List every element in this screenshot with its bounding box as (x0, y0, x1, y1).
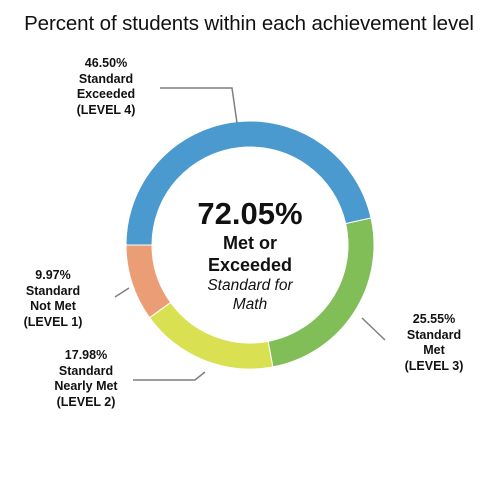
segment-name-line-1: Standard (25, 283, 81, 298)
center-line-2: Exceeded (207, 255, 293, 275)
segment-label-level-2: 17.98% Standard Nearly Met (LEVEL 2) (36, 348, 136, 410)
segment-label-level-3: 25.55% Standard Met (LEVEL 3) (388, 312, 480, 374)
segment-name-line-1: Standard (78, 71, 134, 86)
center-line-3: Standard for (207, 277, 293, 294)
donut-segment-level-4 (125, 120, 372, 246)
center-value: 72.05% (197, 196, 303, 231)
segment-label-level-1: 9.97% Standard Not Met (LEVEL 1) (10, 268, 96, 330)
chart-title: Percent of students within each achievem… (24, 12, 474, 35)
segment-name-line-3: (LEVEL 1) (23, 314, 83, 329)
leader-line-level-2 (133, 371, 206, 381)
center-line-1: Met or (223, 233, 277, 253)
segment-name-line-2: Nearly Met (54, 379, 118, 393)
segment-value-level-1: 9.97% (35, 268, 71, 282)
segment-value-level-2: 17.98% (64, 348, 108, 362)
leader-line-level-1 (114, 287, 130, 298)
segment-name-line-3: (LEVEL 2) (56, 394, 116, 409)
leader-line-level-4 (160, 87, 238, 124)
center-line-4: Math (232, 296, 268, 313)
segment-name-line-1: Standard (58, 363, 114, 378)
segment-name-line-2: Met (423, 343, 445, 357)
donut-center-text: 72.05% Met or Exceeded Standard for Math (150, 196, 350, 314)
segment-name-line-2: Not Met (30, 299, 76, 313)
segment-name-line-3: (LEVEL 4) (76, 102, 136, 117)
leader-line-level-3 (361, 317, 386, 341)
segment-name-line-3: (LEVEL 3) (404, 358, 464, 373)
donut-segment-level-1 (125, 244, 172, 319)
segment-value-level-4: 46.50% (84, 56, 128, 70)
segment-name-line-2: Exceeded (76, 87, 136, 101)
segment-name-line-1: Standard (406, 327, 462, 342)
segment-label-level-4: 46.50% Standard Exceeded (LEVEL 4) (56, 56, 156, 118)
segment-value-level-3: 25.55% (412, 312, 456, 326)
